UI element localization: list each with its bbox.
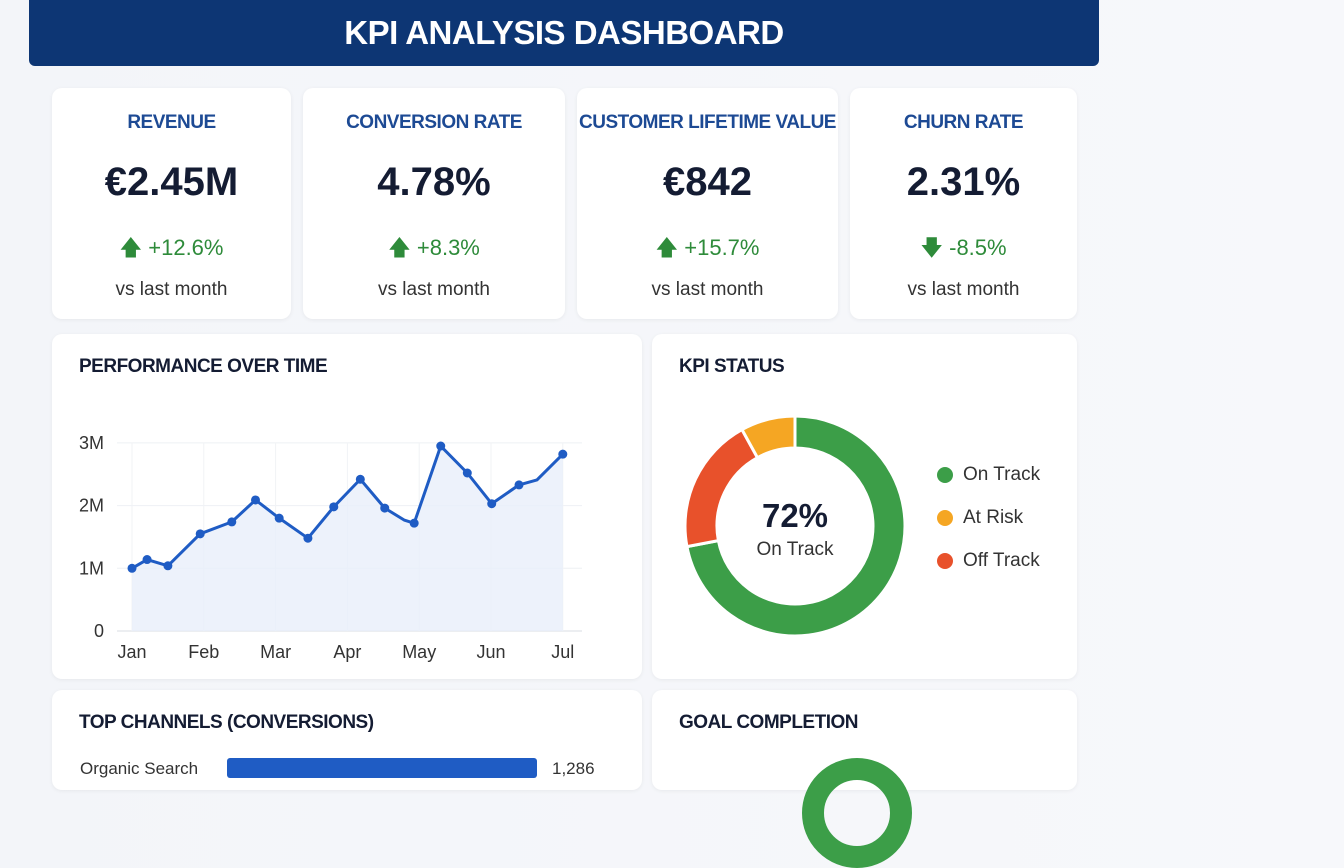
kpi-change: -8.5% (949, 235, 1007, 260)
legend-dot (937, 467, 953, 483)
x-tick-label: Jul (551, 642, 574, 662)
legend-label: On Track (963, 464, 1041, 485)
x-tick-label: Jun (476, 642, 505, 662)
legend-label: At Risk (963, 507, 1024, 528)
kpi-change: +8.3% (416, 235, 480, 260)
data-point (409, 518, 419, 528)
kpi-sub: vs last month (907, 279, 1020, 300)
kpi-value: €2.45M (104, 160, 239, 204)
legend-label: Off Track (963, 550, 1040, 571)
y-tick-label: 3M (79, 433, 104, 453)
y-tick-label: 0 (94, 621, 104, 641)
kpi-status-card: KPI STATUS 72% On Track On Track At Risk… (652, 334, 1077, 679)
data-point (195, 529, 205, 539)
channel-bar (227, 758, 537, 778)
donut-center-label: On Track (756, 539, 834, 560)
donut-segment (739, 414, 797, 460)
channel-value: 1,286 (552, 759, 595, 778)
section-title: KPI STATUS (679, 356, 785, 377)
status-donut (683, 414, 907, 638)
dashboard-header: KPI ANALYSIS DASHBOARD (29, 0, 1099, 66)
donut-center-value: 72% (761, 497, 829, 534)
donut-segment (685, 414, 907, 638)
data-point (274, 513, 284, 523)
data-point (487, 499, 497, 509)
kpi-card-conversion: CONVERSION RATE 4.78% 🡅 +8.3% vs last mo… (303, 88, 565, 319)
channel-label: Organic Search (80, 759, 199, 778)
legend-item: On Track (937, 464, 1040, 486)
data-point (250, 495, 260, 505)
data-point (142, 555, 152, 565)
performance-card: PERFORMANCE OVER TIME 0 1M 2M 3M Jan Feb Mar Ap… (52, 334, 642, 679)
legend-dot (937, 553, 953, 569)
kpi-title: CUSTOMER LIFETIME VALUE (579, 112, 836, 133)
data-point (462, 468, 472, 478)
x-tick-label: May (402, 642, 436, 662)
goal-gauge (802, 758, 912, 868)
status-legend: On Track At Risk Off Track (937, 464, 1040, 593)
arrow-up-icon: 🡅 (388, 235, 411, 260)
kpi-sub: vs last month (115, 279, 228, 300)
data-point (436, 441, 446, 451)
x-tick-label: Feb (188, 642, 219, 662)
goal-completion-card: GOAL COMPLETION (652, 690, 1077, 868)
kpi-change: +12.6% (148, 235, 224, 260)
kpi-card-revenue: REVENUE €2.45M 🡅 +12.6% vs last month (52, 88, 291, 319)
legend-dot (937, 510, 953, 526)
legend-item: Off Track (937, 550, 1040, 572)
kpi-title: CHURN RATE (903, 112, 1024, 133)
kpi-card-churn: CHURN RATE 2.31% 🡇 -8.5% vs last month (850, 88, 1077, 319)
data-point (329, 502, 339, 512)
data-point (355, 474, 365, 484)
kpi-value: 4.78% (377, 160, 491, 204)
performance-chart: 0 1M 2M 3M Jan Feb Mar Apr May Jun Jul (79, 433, 582, 662)
kpi-title: CONVERSION RATE (346, 112, 522, 133)
top-channels-card: TOP CHANNELS (CONVERSIONS) Organic Searc… (52, 690, 642, 790)
x-tick-label: Mar (260, 642, 291, 662)
area-fill (132, 446, 563, 631)
section-title: PERFORMANCE OVER TIME (79, 356, 328, 377)
data-point (303, 533, 313, 543)
section-title: TOP CHANNELS (CONVERSIONS) (79, 712, 374, 733)
kpi-sub: vs last month (651, 279, 764, 300)
kpi-change: +15.7% (684, 235, 760, 260)
data-point (558, 449, 568, 459)
y-tick-label: 1M (79, 558, 104, 578)
x-tick-label: Jan (117, 642, 146, 662)
data-point (227, 517, 237, 527)
arrow-up-icon: 🡅 (655, 235, 679, 260)
section-title: GOAL COMPLETION (679, 712, 858, 733)
data-point (127, 563, 137, 573)
legend-item: At Risk (937, 507, 1040, 529)
page-title: KPI ANALYSIS DASHBOARD (344, 14, 784, 51)
data-point (514, 480, 524, 490)
kpi-value: 2.31% (906, 160, 1021, 204)
kpi-title: REVENUE (127, 112, 216, 133)
kpi-sub: vs last month (378, 279, 490, 300)
arrow-down-icon: 🡇 (920, 235, 943, 260)
kpi-value: €842 (663, 160, 752, 204)
x-tick-label: Apr (333, 642, 361, 662)
arrow-up-icon: 🡅 (119, 235, 143, 260)
data-point (163, 561, 173, 571)
y-tick-label: 2M (79, 496, 104, 516)
data-point (380, 503, 390, 513)
kpi-card-clv: CUSTOMER LIFETIME VALUE €842 🡅 +15.7% vs… (577, 88, 838, 319)
